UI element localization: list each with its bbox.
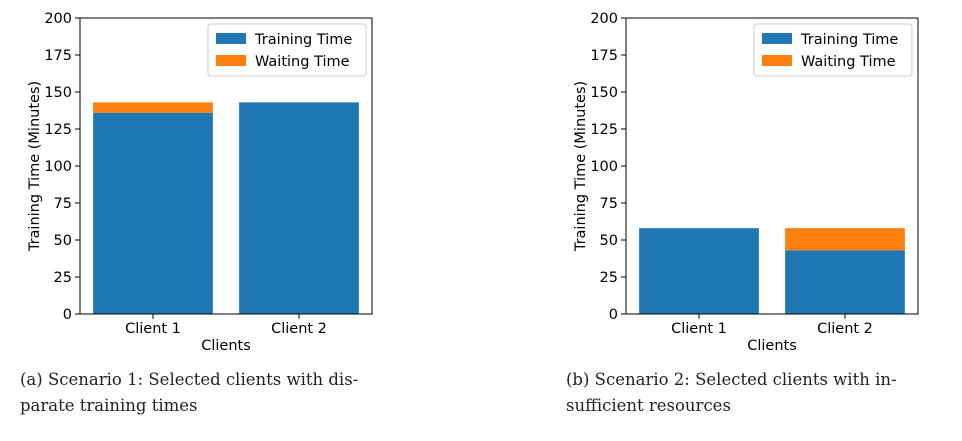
bar-client-1-training-time	[639, 228, 759, 314]
x-tick-label: Client 1	[125, 321, 181, 337]
bar-client-2-training-time	[785, 250, 905, 314]
caption-line-1: (b) Scenario 2: Selected clients with in…	[566, 370, 897, 389]
y-tick-label: 75	[54, 196, 72, 212]
y-tick-label: 175	[44, 48, 72, 64]
x-axis-label: Clients	[201, 338, 251, 354]
figure-scenario-2: Client 1 Client 2 0 25 50 75 100 125 150 175 200 Cl…	[546, 0, 962, 441]
y-tick-label: 50	[54, 233, 72, 249]
legend-label: Waiting Time	[255, 54, 350, 70]
legend-swatch-training-time	[216, 33, 246, 44]
legend-label: Waiting Time	[801, 54, 896, 70]
y-tick-label: 0	[609, 307, 618, 323]
y-tick-label: 25	[54, 270, 72, 286]
caption-scenario-2: (b) Scenario 2: Selected clients with in…	[566, 367, 962, 419]
y-axis-label: Training Time (Minutes)	[27, 81, 43, 252]
legend-box	[207, 23, 367, 77]
y-tick-label: 200	[44, 11, 72, 27]
legend-swatch-waiting-time	[216, 55, 246, 66]
bar-client-1-training-time	[93, 112, 213, 314]
caption-line-1: (a) Scenario 1: Selected clients with di…	[20, 370, 359, 389]
legend-swatch-training-time	[762, 33, 792, 44]
y-tick-label: 150	[44, 85, 72, 101]
legend-box	[753, 23, 913, 77]
x-tick-label: Client 1	[671, 321, 727, 337]
x-tick-label: Client 2	[817, 321, 873, 337]
chart-scenario-1: Client 1 Client 2 0 25 50 75 100 125 150 175 200 Cl…	[27, 11, 373, 354]
y-tick-label: 50	[600, 233, 618, 249]
y-tick-label: 125	[590, 122, 618, 138]
x-tick-label: Client 2	[271, 321, 327, 337]
y-axis-label: Training Time (Minutes)	[573, 81, 589, 252]
y-tick-label: 100	[590, 159, 618, 175]
caption-line-2: parate training times	[20, 396, 198, 415]
legend-label: Training Time	[254, 32, 352, 48]
y-tick-label: 100	[44, 159, 72, 175]
y-tick-label: 200	[590, 11, 618, 27]
bar-client-2-waiting-time	[785, 228, 905, 251]
y-tick-label: 125	[44, 122, 72, 138]
legend-label: Training Time	[800, 32, 898, 48]
bar-client-1-waiting-time	[93, 102, 213, 113]
y-tick-label: 150	[590, 85, 618, 101]
chart-scenario-2: Client 1 Client 2 0 25 50 75 100 125 150 175 200 Cl…	[573, 11, 919, 354]
bar-client-2-training-time	[239, 102, 359, 314]
y-tick-label: 0	[63, 307, 72, 323]
y-tick-label: 25	[600, 270, 618, 286]
legend-swatch-waiting-time	[762, 55, 792, 66]
y-tick-label: 175	[590, 48, 618, 64]
x-axis-label: Clients	[747, 338, 797, 354]
figure-scenario-1: Client 1 Client 2 0 25 50 75 100 125 150 175 200 Cl…	[0, 0, 420, 441]
caption-scenario-1: (a) Scenario 1: Selected clients with di…	[20, 367, 420, 419]
y-tick-label: 75	[600, 196, 618, 212]
caption-line-2: sufficient resources	[566, 396, 731, 415]
